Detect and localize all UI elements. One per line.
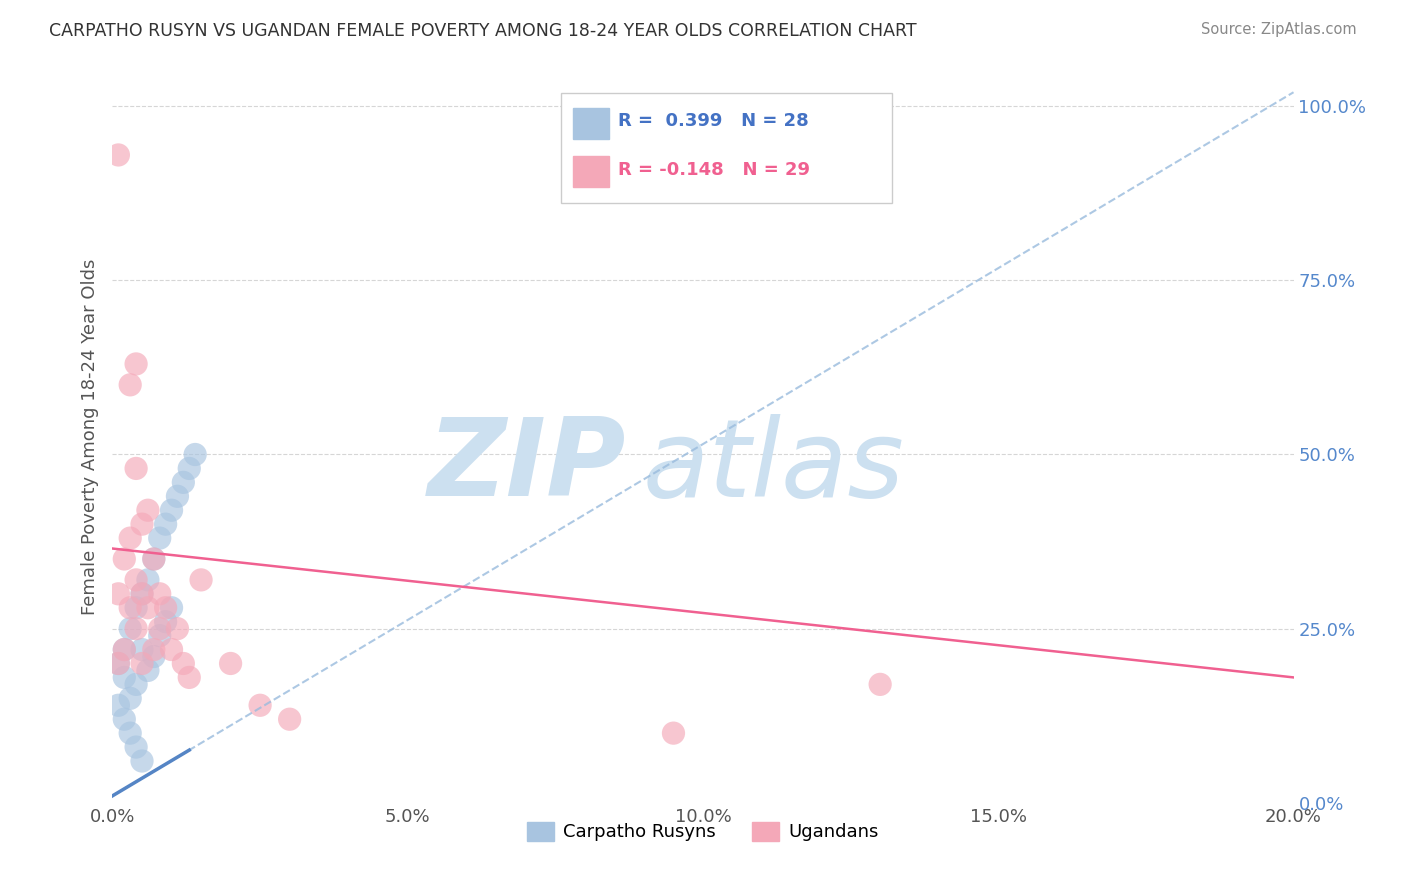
Text: R =  0.399   N = 28: R = 0.399 N = 28 xyxy=(619,112,808,130)
Point xyxy=(131,517,153,532)
Point xyxy=(662,726,685,740)
Point xyxy=(112,712,135,726)
Point xyxy=(190,573,212,587)
Point xyxy=(120,377,142,392)
Point xyxy=(142,552,165,566)
Point xyxy=(125,677,148,691)
Point xyxy=(125,357,148,371)
Point xyxy=(131,587,153,601)
Point xyxy=(125,461,148,475)
Legend: Carpatho Rusyns, Ugandans: Carpatho Rusyns, Ugandans xyxy=(520,814,886,848)
Point xyxy=(120,691,142,706)
Point xyxy=(172,475,194,490)
Point xyxy=(136,503,159,517)
Point xyxy=(136,573,159,587)
Point xyxy=(142,552,165,566)
Point xyxy=(107,148,129,162)
Point xyxy=(160,642,183,657)
Point xyxy=(136,600,159,615)
Bar xyxy=(574,108,609,138)
Text: R = -0.148   N = 29: R = -0.148 N = 29 xyxy=(619,161,810,179)
Point xyxy=(160,503,183,517)
Point xyxy=(136,664,159,678)
Point xyxy=(179,670,201,684)
Point xyxy=(125,622,148,636)
Point xyxy=(149,629,172,643)
Text: atlas: atlas xyxy=(643,414,905,519)
Point xyxy=(142,642,165,657)
Point xyxy=(249,698,271,713)
Point xyxy=(179,461,201,475)
Point xyxy=(160,600,183,615)
Point xyxy=(120,531,142,545)
Point xyxy=(155,600,177,615)
Point xyxy=(125,740,148,755)
Point xyxy=(131,754,153,768)
Bar xyxy=(574,156,609,187)
FancyBboxPatch shape xyxy=(561,94,891,203)
Y-axis label: Female Poverty Among 18-24 Year Olds: Female Poverty Among 18-24 Year Olds xyxy=(80,259,98,615)
Point xyxy=(125,600,148,615)
Text: Source: ZipAtlas.com: Source: ZipAtlas.com xyxy=(1201,22,1357,37)
Text: ZIP: ZIP xyxy=(427,413,626,519)
Point xyxy=(869,677,891,691)
Point xyxy=(149,622,172,636)
Point xyxy=(120,726,142,740)
Point xyxy=(107,657,129,671)
Point xyxy=(166,489,188,503)
Point xyxy=(107,657,129,671)
Point xyxy=(120,622,142,636)
Point xyxy=(172,657,194,671)
Point xyxy=(155,517,177,532)
Point xyxy=(131,657,153,671)
Point xyxy=(184,448,207,462)
Text: CARPATHO RUSYN VS UGANDAN FEMALE POVERTY AMONG 18-24 YEAR OLDS CORRELATION CHART: CARPATHO RUSYN VS UGANDAN FEMALE POVERTY… xyxy=(49,22,917,40)
Point xyxy=(107,587,129,601)
Point xyxy=(112,642,135,657)
Point xyxy=(278,712,301,726)
Point xyxy=(120,600,142,615)
Point xyxy=(149,587,172,601)
Point xyxy=(107,698,129,713)
Point xyxy=(155,615,177,629)
Point xyxy=(131,642,153,657)
Point xyxy=(131,587,153,601)
Point xyxy=(166,622,188,636)
Point xyxy=(112,642,135,657)
Point xyxy=(112,552,135,566)
Point xyxy=(219,657,242,671)
Point xyxy=(142,649,165,664)
Point xyxy=(125,573,148,587)
Point xyxy=(149,531,172,545)
Point xyxy=(112,670,135,684)
